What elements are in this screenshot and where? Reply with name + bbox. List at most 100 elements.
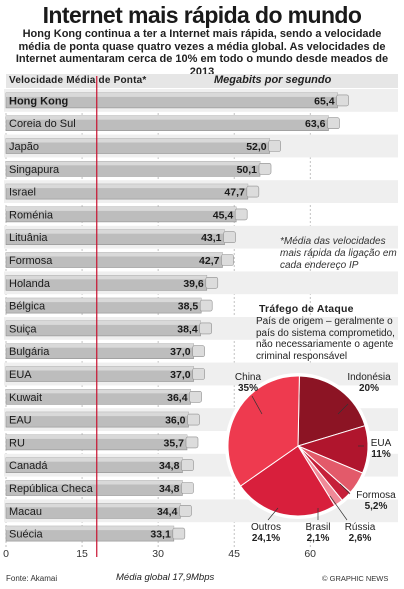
data-label: 35,7 — [164, 437, 185, 449]
bar-highlight — [6, 503, 181, 508]
bar-highlight — [6, 275, 207, 280]
global-average-label: Média global 17,9Mbps — [116, 572, 215, 583]
category-label: Roménia — [9, 209, 54, 221]
header-band — [6, 74, 398, 88]
pie-label-china-name: China — [234, 372, 262, 383]
bar-end-cap — [234, 208, 248, 221]
pie-slice — [227, 375, 300, 487]
data-label: 47,7 — [224, 187, 245, 199]
bar-highlight — [6, 184, 248, 189]
category-label: Israel — [9, 187, 36, 199]
x-tick-label: 15 — [76, 548, 88, 560]
category-label: Suiça — [9, 323, 37, 335]
pie-slice — [239, 445, 336, 517]
data-label: 36,4 — [167, 392, 188, 404]
x-tick-label: 30 — [152, 548, 164, 560]
pie-label-eua-value: 11% — [371, 449, 391, 460]
bar-end-cap — [246, 185, 260, 198]
data-label: 34,8 — [159, 460, 180, 472]
data-label: 52,0 — [246, 141, 267, 153]
bar-highlight — [6, 526, 174, 531]
bar-end-cap — [336, 94, 349, 107]
bar-highlight — [6, 206, 237, 211]
category-label: RU — [9, 437, 25, 449]
x-tick-label: 60 — [304, 548, 316, 560]
pie-label-indonesia-name: Indonésia — [347, 372, 391, 383]
data-label: 65,4 — [314, 95, 335, 107]
category-label: Singapura — [9, 164, 60, 176]
data-label: 38,5 — [178, 301, 199, 313]
data-label: 45,4 — [213, 209, 234, 221]
bar-highlight — [6, 343, 194, 348]
category-label: Lituânia — [9, 232, 48, 244]
category-label: Coreia do Sul — [9, 118, 76, 130]
pie-label-indonesia: Indonésia 20% — [340, 372, 398, 394]
axis-unit-label: Megabits por segundo — [214, 74, 332, 86]
category-label: Japão — [9, 141, 39, 153]
bar-end-cap — [221, 254, 234, 266]
bar-highlight — [6, 389, 191, 394]
category-label: República Checa — [9, 483, 94, 495]
page-title: Internet mais rápida do mundo — [42, 2, 362, 28]
bar-end-cap — [192, 345, 205, 358]
bar-end-cap — [268, 140, 281, 152]
pie-leader-line — [267, 507, 279, 521]
credit: © GRAPHIC NEWS — [322, 574, 389, 583]
pie-leader-line — [337, 403, 349, 415]
pie-label-indonesia-value: 20% — [358, 383, 379, 394]
bar-highlight — [6, 161, 261, 166]
category-label: Suécia — [9, 529, 44, 541]
bar-end-cap — [258, 163, 272, 175]
data-label: 36,0 — [165, 415, 186, 427]
source-note: Fonte: Akamai — [6, 574, 58, 583]
bar-highlight — [6, 366, 194, 371]
pie-label-eua-name: EUA — [370, 438, 392, 449]
data-label: 34,8 — [159, 483, 180, 495]
pie-label-formosa-name: Formosa — [356, 490, 396, 501]
pie-label-china-value: 35% — [237, 383, 258, 394]
pie-leader-line — [339, 483, 351, 495]
bar-end-cap — [181, 459, 194, 472]
pie-title: Tráfego de Ataque — [259, 303, 354, 315]
category-label: EAU — [9, 415, 32, 427]
data-label: 39,6 — [183, 278, 204, 290]
data-label: 37,0 — [170, 369, 191, 381]
page-subtitle: Hong Kong continua a ter a Internet mais… — [15, 28, 389, 78]
data-label: 42,7 — [199, 255, 220, 267]
pie-label-russia-name: Rússia — [344, 522, 376, 533]
pie-slice — [297, 375, 366, 447]
bar-highlight — [6, 320, 201, 325]
category-label: Kuwait — [9, 392, 42, 404]
pie-label-brasil: Brasil 2,1% — [300, 522, 336, 544]
bar-highlight — [6, 229, 225, 234]
bar-end-cap — [179, 504, 192, 517]
data-label: 37,0 — [170, 346, 191, 358]
data-label: 33,1 — [150, 529, 171, 541]
bar-end-cap — [199, 299, 213, 312]
pie-label-outros: Outros 24,1% — [246, 522, 286, 544]
bar-highlight — [6, 138, 270, 143]
bar-highlight — [6, 115, 329, 120]
bar-end-cap — [199, 322, 212, 335]
bar-highlight — [6, 298, 202, 303]
bar-end-cap — [189, 390, 202, 403]
category-label: Holanda — [9, 278, 51, 290]
pie-label-formosa-value: 5,2% — [364, 501, 388, 512]
data-label: 50,1 — [237, 164, 258, 176]
category-label: Bélgica — [9, 301, 46, 313]
category-label: Bulgária — [9, 346, 50, 358]
bar-end-cap — [192, 368, 205, 380]
bar-highlight — [6, 480, 183, 485]
category-label: Macau — [9, 506, 42, 518]
bar-end-cap — [205, 276, 219, 289]
footnote: *Média das velocidades mais rápida da li… — [280, 236, 397, 271]
bar-highlight — [6, 92, 338, 97]
pie-label-brasil-value: 2,1% — [306, 533, 330, 544]
bar-end-cap — [172, 527, 186, 540]
data-label: 34,4 — [157, 506, 178, 518]
pie-label-russia: Rússia 2,6% — [340, 522, 380, 544]
pie-label-china: China 35% — [228, 372, 268, 394]
pie-label-russia-value: 2,6% — [348, 533, 372, 544]
data-label: 38,4 — [177, 323, 198, 335]
